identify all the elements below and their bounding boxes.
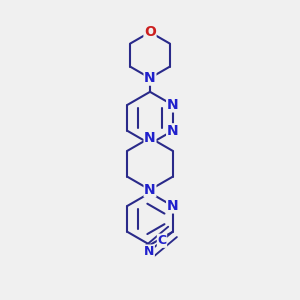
Text: N: N [167, 98, 178, 112]
Text: N: N [144, 131, 156, 145]
Text: N: N [144, 71, 156, 85]
Text: O: O [144, 25, 156, 39]
Text: N: N [144, 183, 156, 197]
Text: N: N [144, 245, 154, 258]
Text: N: N [167, 124, 178, 138]
Text: N: N [167, 199, 178, 213]
Text: C: C [158, 234, 166, 247]
